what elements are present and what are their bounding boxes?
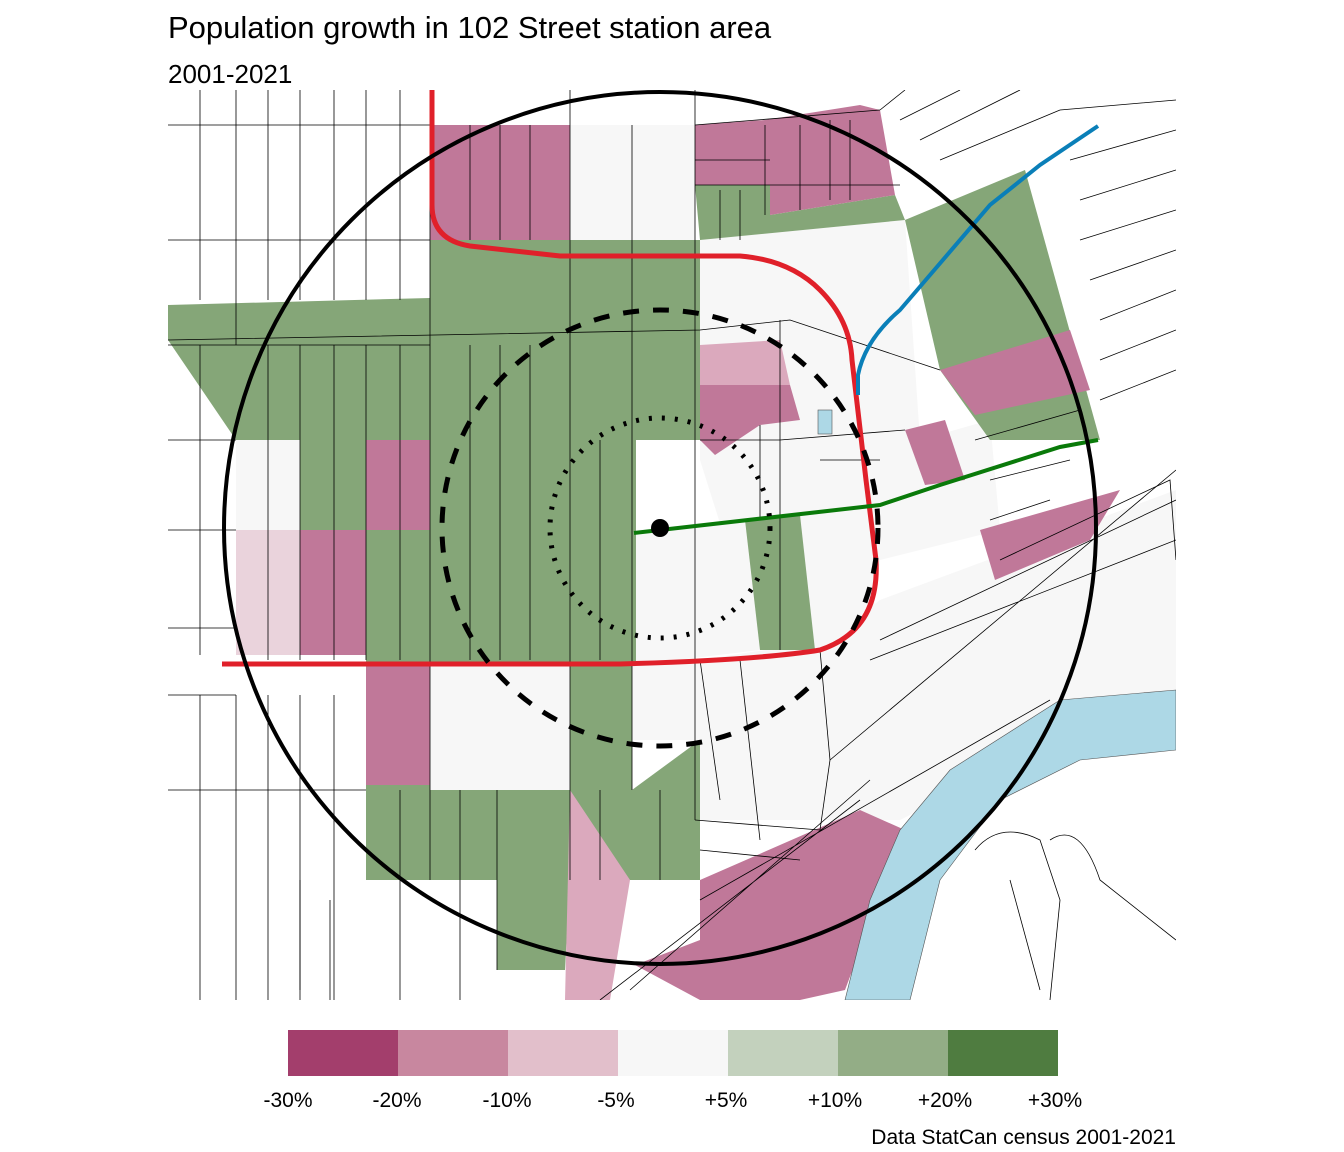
legend-swatch: [838, 1030, 948, 1076]
census-area-decline: [300, 530, 366, 655]
legend-label: -30%: [263, 1089, 313, 1112]
pond: [817, 409, 833, 435]
legend-label: -5%: [597, 1089, 635, 1112]
census-area-growth: [366, 790, 570, 970]
color-legend: [288, 1030, 1058, 1076]
census-area-decline: [366, 665, 430, 785]
river: [844, 689, 1176, 1000]
map-subtitle: 2001-2021: [168, 59, 293, 89]
census-area-growth: [695, 185, 905, 240]
legend-label: +20%: [917, 1089, 973, 1112]
source-caption: Data StatCan census 2001-2021: [871, 1126, 1176, 1149]
legend-swatch: [508, 1030, 618, 1076]
legend-label: -20%: [372, 1089, 422, 1112]
legend-swatch: [948, 1030, 1058, 1076]
outer-buffer-ring: [222, 90, 1098, 966]
legend-label: +5%: [704, 1089, 748, 1112]
legend-swatch: [398, 1030, 508, 1076]
legend-label: -10%: [482, 1089, 532, 1112]
census-area-growth: [570, 665, 700, 880]
street-network: [168, 90, 1176, 1000]
lrt-line-green: [633, 438, 1099, 535]
legend-swatch: [288, 1030, 398, 1076]
station-area-map: [168, 90, 1176, 1000]
map-title: Population growth in 102 Street station …: [168, 10, 772, 45]
census-area-stable: [570, 125, 695, 240]
middle-buffer-ring: [439, 307, 881, 749]
inner-buffer-ring: [547, 415, 773, 641]
legend-ticks: -30% -20% -10% -5% +5% +10% +20% +30%: [233, 1089, 1133, 1119]
station-marker: [651, 519, 669, 537]
lrt-line-red: [222, 90, 879, 667]
census-areas: [168, 90, 1176, 1000]
census-area-decline-light: [565, 790, 630, 1000]
census-area-decline: [940, 330, 1090, 415]
legend-label: +10%: [807, 1089, 863, 1112]
census-area-growth: [430, 440, 636, 665]
legend-swatch: [728, 1030, 838, 1076]
census-area-decline: [905, 420, 965, 485]
legend-label: +30%: [1027, 1089, 1083, 1112]
census-area-decline: [980, 490, 1120, 580]
census-area-stable: [636, 520, 760, 665]
legend-swatch: [618, 1030, 728, 1076]
census-area-growth: [236, 345, 430, 660]
census-area-decline-light: [700, 340, 790, 385]
census-area-growth: [168, 298, 430, 440]
census-area-decline: [635, 810, 905, 1000]
census-area-decline: [366, 440, 430, 530]
lrt-line-blue: [856, 124, 1100, 395]
